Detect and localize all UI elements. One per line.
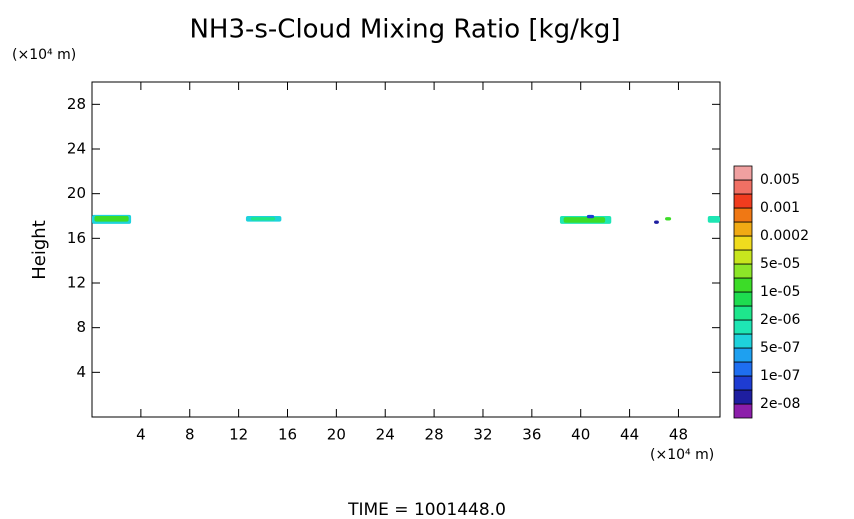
x-tick-label: 20 [327,426,346,444]
y-tick-label: 12 [67,274,86,292]
colorbar-swatch [733,263,753,279]
colorbar-swatch [733,179,753,195]
y-tick-label: 28 [67,95,86,113]
colorbar-swatch [733,361,753,377]
colorbar-label: 1e-05 [760,284,800,300]
cloud-region [654,220,659,224]
plot-frame [91,81,721,418]
cloud-region [94,216,129,222]
x-tick-label: 8 [185,426,195,444]
x-tick-label: 44 [620,426,639,444]
y-axis-label: Height [29,220,50,280]
x-tick-label: 28 [425,426,444,444]
x-tick-label: 48 [669,426,688,444]
cloud-region [707,216,720,223]
cloud-region [665,217,672,221]
colorbar-swatch [733,347,753,363]
colorbar-label: 1e-07 [760,368,800,384]
y-tick-label: 4 [76,363,86,381]
x-tick-label: 24 [376,426,395,444]
y-tick-label: 24 [67,140,86,158]
x-tick-label: 16 [278,426,297,444]
colorbar-swatch [733,403,753,419]
colorbar-label: 2e-06 [760,312,800,328]
x-tick-label: 4 [136,426,146,444]
cloud-region [563,217,606,223]
colorbar-swatch [733,221,753,237]
x-tick-label: 36 [522,426,541,444]
chart-title: NH3-s-Cloud Mixing Ratio [kg/kg] [189,15,620,45]
colorbar-label: 0.0002 [760,228,809,244]
colorbar-swatch [733,333,753,349]
colorbar-swatch [733,249,753,265]
colorbar-label: 5e-05 [760,256,800,272]
y-tick-label: 20 [67,184,86,202]
x-tick-label: 32 [473,426,492,444]
y-unit: (×10⁴ m) [12,47,76,63]
colorbar-swatch [733,319,753,335]
colorbar-label: 0.005 [760,172,800,188]
colorbar-swatch [733,305,753,321]
y-tick-label: 16 [67,229,86,247]
y-tick-label: 8 [76,318,86,336]
colorbar-swatch [733,291,753,307]
x-unit: (×10⁴ m) [650,447,714,463]
colorbar-swatch [733,165,753,181]
cloud-region [586,214,595,219]
footer: TIME = 1001448.0 [347,500,506,519]
colorbar-swatch [733,375,753,391]
x-tick-label: 12 [229,426,248,444]
colorbar-swatch [733,277,753,293]
colorbar-swatch [733,389,753,405]
colorbar-label: 5e-07 [760,340,800,356]
colorbar-swatch [733,193,753,209]
x-tick-label: 40 [571,426,590,444]
colorbar-label: 2e-08 [760,396,800,412]
colorbar-label: 0.001 [760,200,800,216]
colorbar-swatch [733,235,753,251]
colorbar-swatch [733,207,753,223]
cloud-region [250,217,276,221]
